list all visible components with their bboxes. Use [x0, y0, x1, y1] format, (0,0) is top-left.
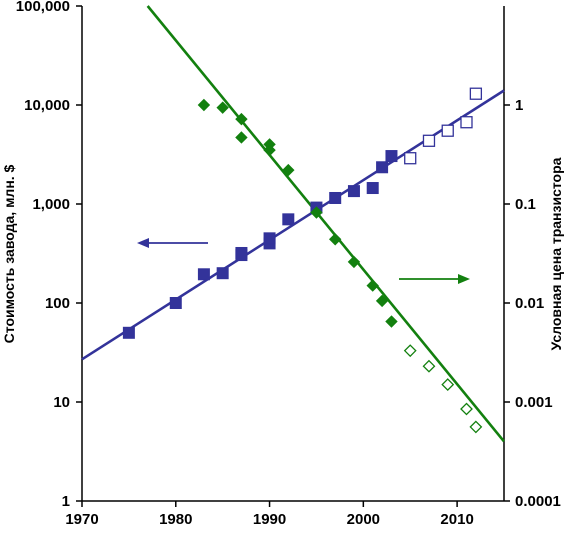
filled-diamond-point [347, 255, 361, 269]
hollow-diamond-point [469, 420, 483, 434]
hollow-diamond-point [441, 378, 455, 391]
filled-diamond-point [282, 163, 295, 177]
y-right-axis-label: Условная цена транзистора [548, 157, 564, 350]
y-left-tick-label: 100 [45, 295, 70, 312]
hollow-diamond-point [422, 359, 436, 373]
hollow-square-point [469, 87, 483, 100]
filled-diamond-point [366, 279, 379, 292]
y-left-tick-label: 1,000 [32, 196, 70, 213]
hollow-square-point [460, 116, 473, 129]
filled-square-point [216, 267, 229, 280]
filled-square-point [385, 150, 398, 163]
filled-square-point [169, 297, 182, 309]
filled-diamond-point [216, 101, 229, 114]
filled-square-point [282, 213, 295, 226]
filled-diamond-point [235, 131, 248, 144]
filled-square-point [347, 185, 360, 198]
trend-line-2 [146, 5, 506, 443]
filled-square-point [122, 326, 135, 339]
left-arrow-head [137, 238, 149, 248]
data-marks [122, 87, 483, 434]
filled-square-point [263, 232, 276, 245]
y-left-tick-label: 100,000 [16, 0, 70, 15]
hollow-diamond-point [460, 402, 473, 416]
filled-diamond-point [235, 112, 248, 126]
y-left-tick-label: 10,000 [24, 97, 70, 114]
right-arrow-head [458, 274, 470, 284]
x-tick-label: 1980 [159, 511, 192, 528]
x-tick-label: 1990 [253, 511, 286, 528]
x-tick-label: 2010 [440, 511, 473, 528]
y-right-tick-label: 0.01 [515, 295, 544, 312]
filled-square-point [329, 191, 342, 204]
y-left-axis-label: Стоимость завода, млн. $ [1, 164, 17, 343]
filled-diamond-point [328, 233, 342, 246]
hollow-square-point [441, 124, 454, 137]
hollow-square-point [422, 134, 436, 147]
filled-diamond-point [375, 294, 389, 308]
filled-diamond-point [385, 315, 398, 328]
x-tick-label: 2000 [347, 511, 380, 528]
filled-square-point [366, 182, 379, 195]
filled-diamond-point [310, 206, 323, 219]
hollow-diamond-point [403, 344, 417, 358]
filled-square-point [235, 246, 248, 259]
filled-diamond-point [197, 98, 211, 112]
filled-square-point [197, 268, 210, 281]
filled-square-point [376, 161, 389, 174]
y-right-tick-label: 1 [515, 97, 523, 114]
y-right-tick-label: 0.001 [515, 394, 553, 411]
ticks: 1970 1980 1990 2000 2010 1 10 100 1,000 10,000 100… [16, 0, 561, 528]
hollow-square-point [404, 152, 417, 165]
y-left-tick-label: 1 [62, 493, 70, 510]
y-right-tick-label: 0.1 [515, 196, 536, 213]
filled-diamond-point [263, 143, 276, 157]
annotation-arrows [137, 238, 470, 284]
y-left-tick-label: 10 [53, 394, 70, 411]
plot-area [81, 6, 505, 502]
x-tick-label: 1970 [65, 511, 98, 528]
y-right-tick-label: 0.0001 [515, 493, 561, 510]
